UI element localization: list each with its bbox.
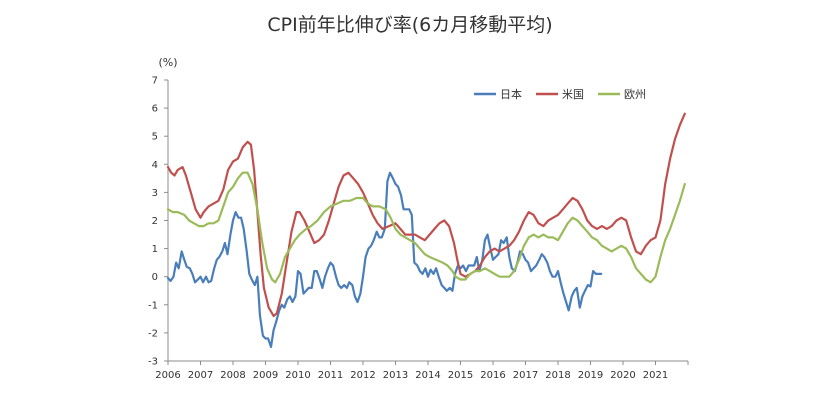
y-tick-label: -2 [148, 328, 158, 339]
y-axis-unit-label: (%) [158, 56, 177, 69]
x-tick-label: 2016 [480, 370, 505, 381]
legend-label-us: 米国 [562, 88, 584, 101]
x-tick-label: 2012 [350, 370, 375, 381]
legend: 日本 米国 欧州 [474, 87, 646, 101]
y-tick-label: 7 [152, 76, 158, 87]
x-axis: 2006 2007 2008 2009 2010 2011 2012 2013 2014 2015… [155, 360, 689, 381]
series-line-us [166, 112, 686, 318]
x-tick-label: 2017 [513, 370, 538, 381]
y-tick-label: 1 [152, 244, 158, 255]
legend-label-japan: 日本 [500, 87, 522, 101]
y-tick-label: -1 [148, 300, 158, 311]
x-tick-label: 2018 [545, 370, 570, 381]
x-tick-label: 2008 [220, 370, 245, 381]
chart-title: CPI前年比伸び率(6カ月移動平均) [267, 14, 552, 36]
x-tick-label: 2010 [285, 370, 310, 381]
y-tick-label: 6 [152, 104, 158, 115]
x-tick-label: 2019 [578, 370, 603, 381]
x-tick-label: 2006 [155, 370, 180, 381]
x-tick-label: 2021 [643, 370, 668, 381]
x-tick-label: 2015 [448, 370, 473, 381]
y-tick-label: 4 [152, 160, 158, 171]
x-tick-label: 2020 [610, 370, 635, 381]
y-axis: -3 -2 -1 0 1 2 3 4 5 6 7 [148, 76, 169, 368]
x-tick-label: 2011 [318, 370, 343, 381]
x-tick-label: 2013 [383, 370, 408, 381]
series-line-europe [166, 171, 686, 284]
series-lines [166, 112, 686, 348]
series-line-japan [166, 171, 603, 348]
x-tick-label: 2014 [415, 370, 440, 381]
y-tick-label: 2 [152, 216, 158, 227]
legend-label-europe: 欧州 [624, 88, 646, 101]
x-tick-label: 2009 [253, 370, 278, 381]
y-tick-label: 3 [152, 188, 158, 199]
y-tick-label: 0 [152, 272, 158, 283]
x-tick-label: 2007 [188, 370, 213, 381]
y-tick-label: 5 [152, 132, 158, 143]
y-tick-label: -3 [148, 357, 158, 368]
